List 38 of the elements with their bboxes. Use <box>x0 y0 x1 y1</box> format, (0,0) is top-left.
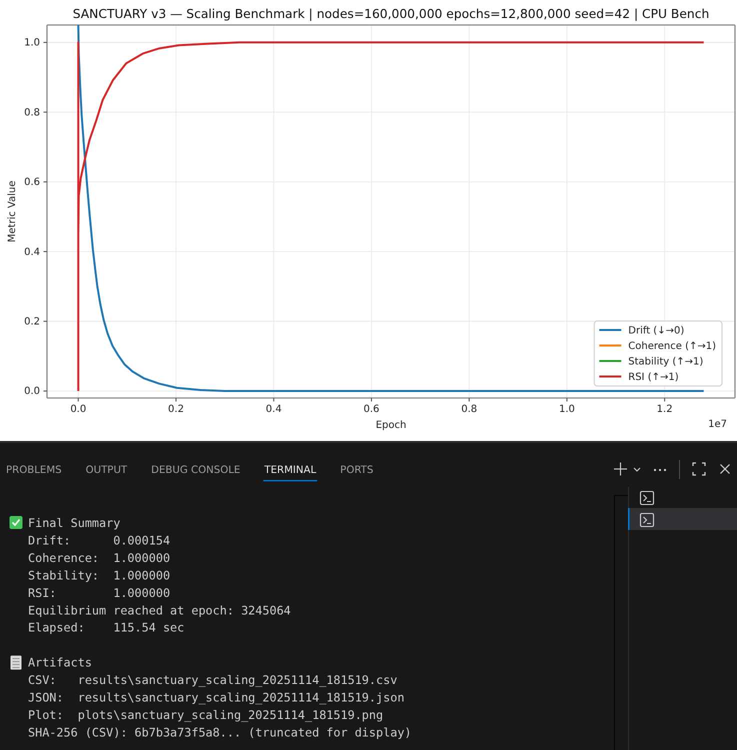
chart-title: SANCTUARY v3 — Scaling Benchmark | nodes=160,000,000 epochs=12,800,000 seed=42 | CPU Bench <box>72 7 710 21</box>
x-tick-label: 1.0 <box>558 404 575 416</box>
text: 1e7 <box>708 419 727 430</box>
y-axis-title: Metric Value <box>7 180 18 242</box>
text: Equilibrium reached at epoch: 3245064 <box>28 603 291 618</box>
text: Stability: 1.000000 <box>28 568 170 582</box>
text: DEBUG CONSOLE <box>151 465 240 476</box>
x-tick-label: 0.0 <box>70 404 86 416</box>
text: JSON: results\sanctuary_scaling_20251114_181519.json <box>28 690 404 704</box>
x-tick-label: 0.4 <box>266 404 282 416</box>
x-tick-label: 0.6 <box>364 404 380 416</box>
text: Drift: 0.000154 <box>28 533 170 548</box>
y-tick-label: 0.8 <box>24 107 40 118</box>
text: SHA-256 (CSV): 6b7b3a73f5a8... (truncated for display) <box>28 725 412 740</box>
text: Coherence: 1.000000 <box>28 550 170 565</box>
text: Final Summary <box>28 516 120 530</box>
y-tick-label: 0.2 <box>24 316 40 328</box>
text: Plot: plots\sanctuary_scaling_20251114_181519.png <box>28 708 384 722</box>
text: CSV: results\sanctuary_scaling_20251114_181519.csv <box>28 673 398 688</box>
text: Elapsed: 115.54 sec <box>28 620 184 635</box>
legend-label: Drift (↓→0) <box>628 326 684 336</box>
y-tick-label: 0.6 <box>24 177 40 188</box>
text: PROBLEMS <box>6 465 62 476</box>
text: Artifacts <box>28 656 92 670</box>
legend-label: Coherence (↑→1) <box>628 341 716 352</box>
text: RSI: 1.000000 <box>28 586 170 600</box>
y-tick-label: 0.4 <box>24 246 40 258</box>
text: OUTPUT <box>86 465 128 476</box>
text: PORTS <box>340 465 374 476</box>
legend-label: Stability (↑→1) <box>628 356 704 368</box>
y-tick-label: 0.0 <box>24 386 40 398</box>
x-tick-label: 0.8 <box>461 404 478 416</box>
x-tick-label: 1.2 <box>656 404 673 416</box>
x-axis-title: Epoch <box>376 420 406 431</box>
x-tick-label: 0.2 <box>168 404 184 416</box>
y-tick-label: 1.0 <box>24 38 40 49</box>
legend-label: RSI (↑→1) <box>628 372 679 383</box>
text: TERMINAL <box>263 465 316 476</box>
